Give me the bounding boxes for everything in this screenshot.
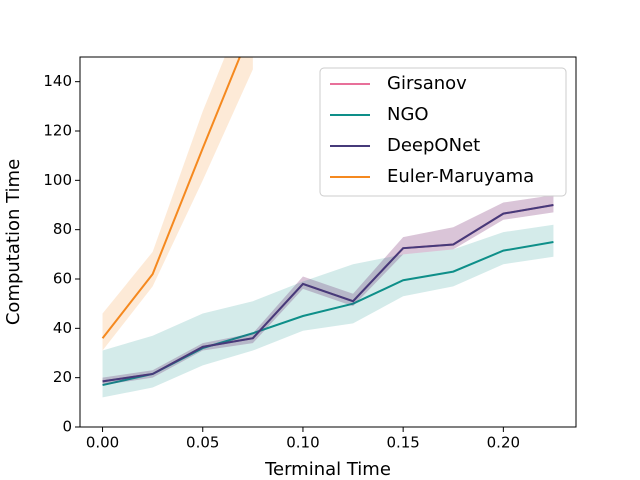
legend-label: Euler-Maruyama [387, 166, 534, 187]
line [102, 204, 554, 383]
band [102, 224, 554, 398]
legend-label: DeepONet [387, 135, 480, 156]
x-axis-label: Terminal Time [264, 459, 391, 480]
line [101, 57, 241, 339]
band [102, 195, 554, 386]
y-tick-label: 0 [62, 418, 72, 436]
x-tick-label: 0.10 [286, 434, 319, 452]
x-tick-label: 0.15 [386, 434, 419, 452]
plot-area [101, 57, 554, 398]
y-tick-label: 140 [43, 72, 72, 90]
x-tick-label: 0.05 [186, 434, 219, 452]
x-tick-label: 0.20 [487, 434, 520, 452]
legend-label: NGO [387, 104, 429, 125]
band [102, 195, 554, 386]
axes-frame [79, 56, 577, 428]
legend-label: Girsanov [387, 73, 467, 94]
x-tick-label: 0.00 [86, 434, 119, 452]
y-tick-label: 40 [53, 319, 72, 337]
y-tick-label: 120 [43, 122, 72, 140]
y-tick-label: 20 [53, 368, 72, 386]
legend [319, 67, 567, 197]
y-tick-label: 80 [53, 220, 72, 238]
y-axis-label: Computation Time [3, 159, 24, 325]
band [102, 57, 253, 351]
y-tick-label: 100 [43, 171, 72, 189]
y-tick-label: 60 [53, 270, 72, 288]
